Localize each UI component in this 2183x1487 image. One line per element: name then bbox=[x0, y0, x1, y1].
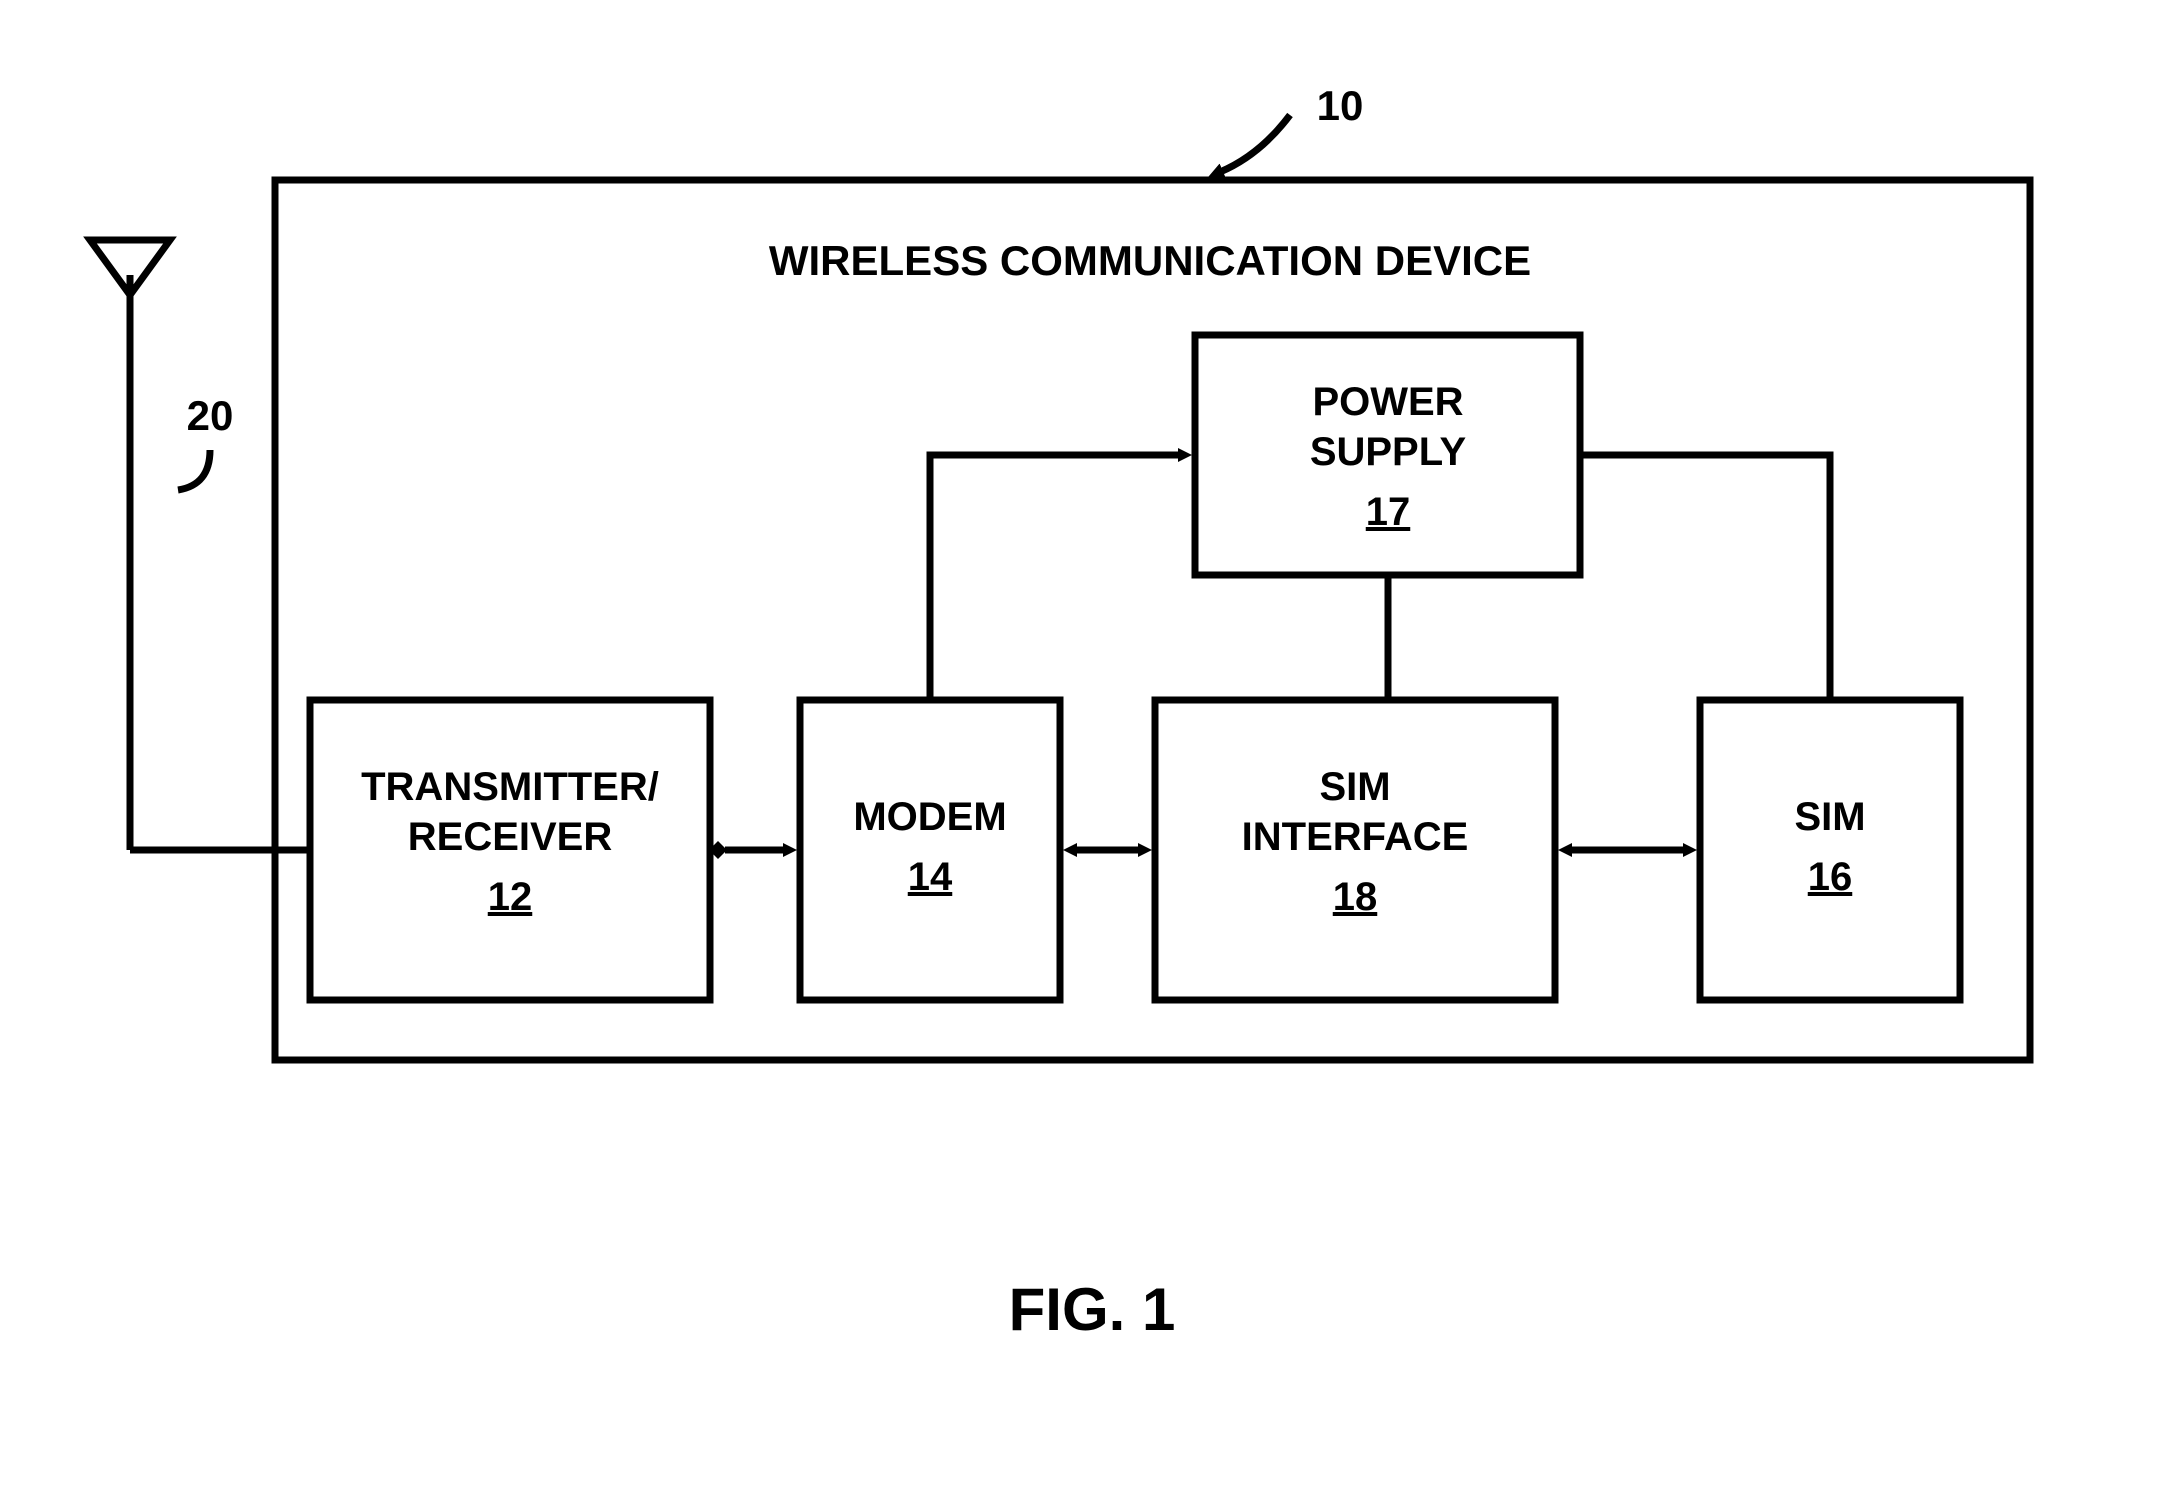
modem-label: MODEM bbox=[853, 795, 1006, 839]
sim-label: SIM bbox=[1794, 795, 1865, 839]
power-supply-label-2: SUPPLY bbox=[1310, 430, 1467, 474]
transmitter-label-1: TRANSMITTER/ bbox=[361, 765, 659, 809]
conn-modem-powersupply bbox=[930, 455, 1180, 700]
modem-block bbox=[800, 700, 1060, 1000]
sim-interface-label-2: INTERFACE bbox=[1242, 815, 1469, 859]
power-supply-ref: 17 bbox=[1366, 490, 1411, 534]
diagram-svg: WIRELESS COMMUNICATION DEVICE 10 20 TRAN… bbox=[0, 0, 2183, 1487]
conn-powersupply-sim bbox=[1580, 455, 1830, 700]
sim-block bbox=[1700, 700, 1960, 1000]
callout-10-arrow bbox=[1220, 115, 1290, 172]
transmitter-label-2: RECEIVER bbox=[408, 815, 613, 859]
figure-label: FIG. 1 bbox=[1009, 1276, 1176, 1343]
sim-interface-ref: 18 bbox=[1333, 875, 1378, 919]
callout-10-label: 10 bbox=[1317, 82, 1364, 129]
device-title: WIRELESS COMMUNICATION DEVICE bbox=[769, 237, 1531, 284]
sim-ref: 16 bbox=[1808, 855, 1853, 899]
callout-20-hook bbox=[178, 450, 210, 490]
modem-ref: 14 bbox=[908, 855, 953, 899]
power-supply-label-1: POWER bbox=[1312, 380, 1463, 424]
transmitter-ref: 12 bbox=[488, 875, 533, 919]
callout-20-label: 20 bbox=[187, 392, 234, 439]
sim-interface-label-1: SIM bbox=[1319, 765, 1390, 809]
